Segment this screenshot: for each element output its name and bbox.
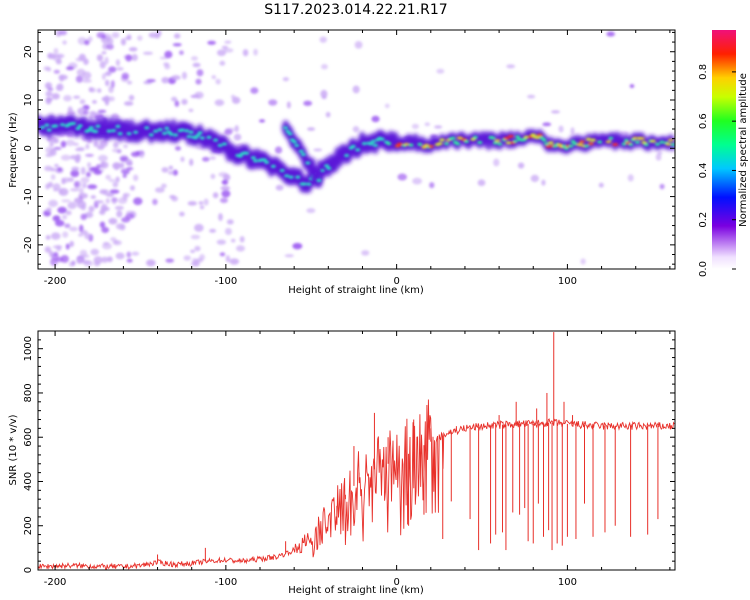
x-tick-label: -100 — [215, 276, 238, 287]
x-tick-label: 100 — [558, 577, 577, 588]
spectrogram-frame — [37, 29, 676, 270]
y-tick-label: 0 — [23, 145, 34, 151]
spectrogram-marks — [38, 30, 675, 267]
y-tick-label: 800 — [23, 383, 34, 402]
y-tick-label: 200 — [23, 516, 34, 535]
spectrogram-ylabel: Frequency (Hz) — [8, 112, 19, 188]
spectrogram-ridge — [38, 114, 675, 194]
y-tick-label: 0 — [23, 567, 34, 573]
colorbar-gradient — [712, 30, 736, 269]
x-tick-label: -200 — [44, 276, 67, 287]
colorbar-tick-label: 0.8 — [698, 64, 709, 80]
y-tick-label: -20 — [23, 237, 34, 253]
colorbar-tick-label: 0.0 — [698, 261, 709, 277]
spectrogram-xlabel: Height of straight line (km) — [288, 285, 424, 296]
y-tick-label: 600 — [23, 428, 34, 447]
x-tick-label: 100 — [558, 276, 577, 287]
y-tick-label: 20 — [23, 45, 34, 58]
snr-series-line — [38, 399, 675, 570]
colorbar-ticks: 0.0 0.2 0.4 0.6 0.8 — [698, 64, 736, 277]
spectrogram-branch — [281, 120, 323, 189]
x-tick-label: 0 — [393, 276, 399, 287]
colorbar-tick-label: 0.4 — [698, 162, 709, 178]
chart-title: S117.2023.014.22.21.R17 — [264, 2, 447, 18]
colorbar-tick-label: 0.2 — [698, 212, 709, 228]
colorbar: 0.0 0.2 0.4 0.6 0.8 Normalized spectral ampl… — [698, 30, 749, 277]
y-tick-label: 1000 — [23, 336, 34, 361]
snr-marks — [38, 332, 675, 570]
snr-frame — [37, 330, 676, 571]
x-tick-label: 0 — [393, 577, 399, 588]
y-tick-label: 10 — [23, 94, 34, 107]
snr-ylabel: SNR (10 * v/v) — [8, 414, 19, 485]
colorbar-label: Normalized spectral amplitude — [738, 73, 749, 227]
y-tick-label: -10 — [23, 188, 34, 204]
y-tick-label: 400 — [23, 472, 34, 491]
x-tick-label: -200 — [44, 577, 67, 588]
snr-xlabel: Height of straight line (km) — [288, 585, 424, 596]
colorbar-tick-label: 0.6 — [698, 113, 709, 129]
x-tick-label: -100 — [215, 577, 238, 588]
